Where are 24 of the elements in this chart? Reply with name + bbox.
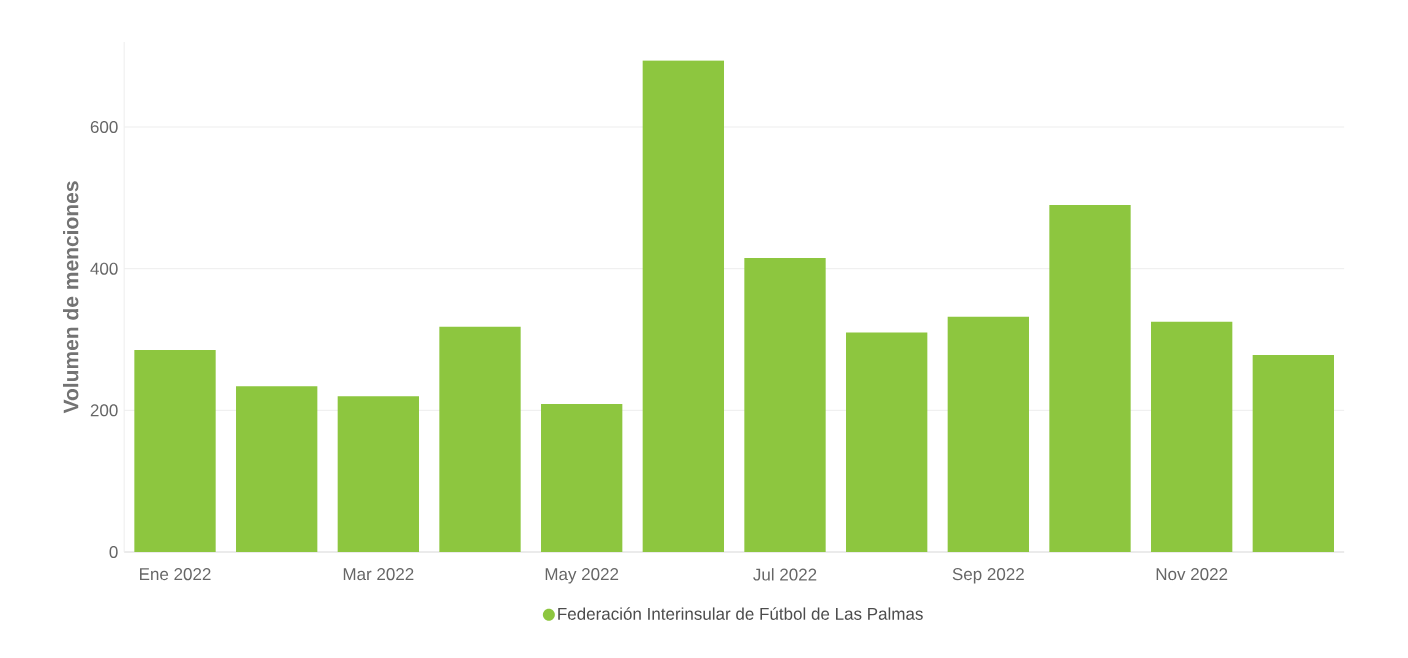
bar (1252, 355, 1334, 552)
bar (439, 326, 521, 552)
x-tick-label: Mar 2022 (343, 568, 414, 581)
x-tick-label: May 2022 (545, 568, 619, 584)
bar (337, 396, 420, 552)
x-tick-label: Jul 2022 (753, 568, 817, 581)
y-tick-label: 0 (109, 545, 118, 559)
y-axis-title: Volumen de menciones (63, 181, 79, 414)
bar (947, 316, 1029, 552)
y-tick-label: 200 (90, 404, 118, 417)
x-tick-label: Sep 2022 (952, 568, 1024, 584)
bar (1049, 204, 1131, 552)
y-tick-label: 400 (90, 262, 118, 275)
bar (846, 332, 928, 552)
bar (642, 60, 725, 552)
bar (134, 350, 216, 552)
bar (1151, 321, 1233, 552)
bar (541, 403, 623, 552)
x-tick-label: Ene 2022 (140, 568, 211, 581)
legend-label: Federación Interinsular de Fútbol de Las Palmas (558, 607, 923, 620)
y-tick-label: 600 (90, 120, 118, 134)
x-tick-label: Nov 2022 (1156, 568, 1228, 581)
bar (236, 386, 318, 552)
bar (744, 258, 826, 552)
